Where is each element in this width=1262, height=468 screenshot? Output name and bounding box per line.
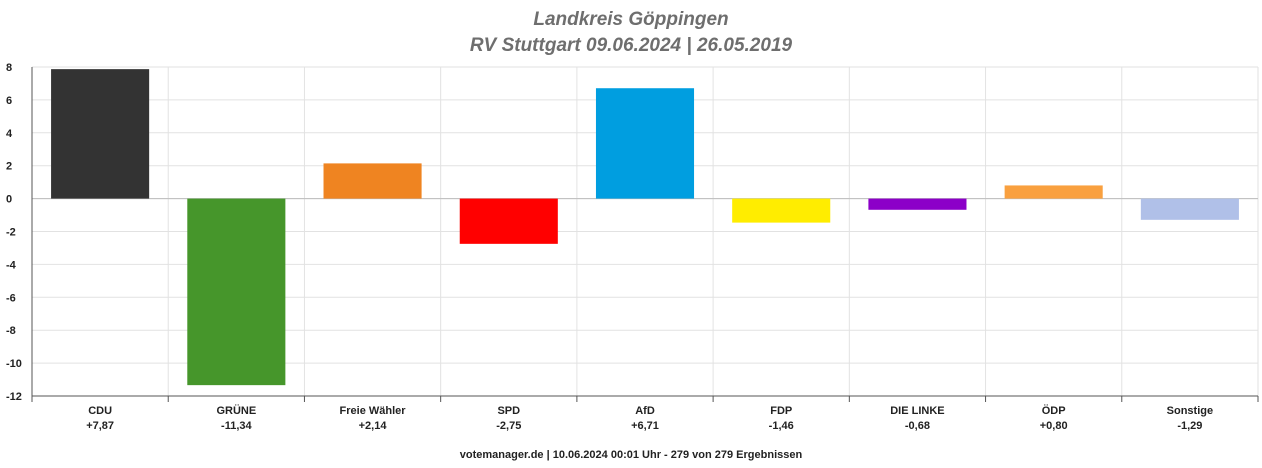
chart-title: Landkreis Göppingen [533, 9, 729, 30]
x-value-label: +7,87 [86, 420, 114, 432]
x-category-label: FDP [770, 405, 792, 417]
x-value-label: -0,68 [905, 420, 930, 432]
y-tick-label: 4 [6, 128, 13, 140]
x-category-label: Freie Wähler [340, 405, 407, 417]
chart-subtitle: RV Stuttgart 09.06.2024 | 26.05.2019 [469, 35, 793, 56]
y-tick-label: 0 [6, 194, 12, 206]
x-category-label: AfD [635, 405, 655, 417]
x-category-label: ÖDP [1042, 404, 1066, 417]
bar-0 [51, 69, 150, 199]
x-value-label: -1,29 [1177, 420, 1202, 432]
x-value-label: -1,46 [769, 420, 794, 432]
y-tick-label: 2 [6, 161, 12, 173]
bar-1 [187, 198, 286, 386]
x-value-label: -2,75 [496, 420, 521, 432]
y-tick-label: 8 [6, 62, 12, 74]
x-category-label: DIE LINKE [890, 405, 944, 417]
y-tick-label: -6 [6, 292, 16, 304]
x-value-label: +0,80 [1040, 420, 1068, 432]
x-category-label: CDU [88, 405, 112, 417]
y-tick-label: 6 [6, 95, 12, 107]
x-value-label: -11,34 [221, 420, 252, 432]
y-tick-label: -4 [6, 259, 17, 271]
bar-3 [459, 198, 558, 244]
bar-5 [732, 198, 831, 223]
bar-2 [323, 163, 422, 199]
bar-7 [1004, 185, 1103, 199]
x-category-label: Sonstige [1167, 405, 1213, 417]
footer-source: votemanager.de | 10.06.2024 00:01 Uhr - … [459, 449, 803, 461]
x-value-label: +2,14 [359, 420, 388, 432]
bar-4 [595, 88, 695, 199]
y-tick-label: -12 [6, 391, 22, 403]
y-tick-label: -10 [6, 358, 22, 370]
y-tick-label: -2 [6, 227, 16, 239]
bar-6 [868, 198, 967, 210]
x-category-label: GRÜNE [216, 404, 256, 417]
x-value-label: +6,71 [631, 420, 659, 432]
bar-8 [1140, 198, 1239, 220]
y-tick-label: -8 [6, 325, 16, 337]
x-category-label: SPD [497, 405, 520, 417]
